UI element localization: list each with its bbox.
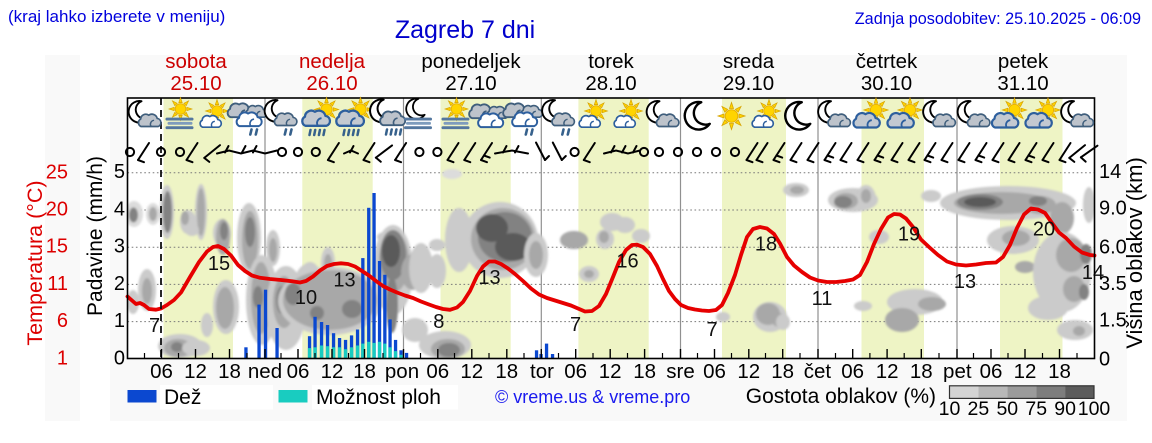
svg-text:14: 14 [1099, 161, 1121, 183]
svg-text:20: 20 [46, 199, 68, 221]
svg-text:sre: sre [666, 360, 694, 383]
svg-text:pet: pet [943, 360, 972, 383]
svg-text:18: 18 [495, 360, 518, 383]
svg-text:12: 12 [737, 360, 760, 383]
svg-text:Gostota oblakov (%): Gostota oblakov (%) [746, 385, 936, 408]
svg-text:18: 18 [1048, 360, 1071, 383]
svg-text:25: 25 [968, 398, 990, 420]
svg-text:9.0: 9.0 [1099, 197, 1127, 219]
svg-text:3: 3 [114, 236, 125, 258]
svg-text:četrtek: četrtek [856, 50, 918, 73]
svg-text:18: 18 [353, 360, 376, 383]
svg-text:06: 06 [150, 360, 173, 383]
svg-text:30.10: 30.10 [861, 72, 912, 95]
svg-text:75: 75 [1025, 398, 1047, 420]
svg-text:2: 2 [114, 273, 125, 295]
svg-text:18: 18 [910, 360, 933, 383]
svg-text:Temperatura (°C): Temperatura (°C) [23, 180, 47, 345]
svg-text:10: 10 [939, 398, 961, 420]
svg-text:12: 12 [321, 360, 344, 383]
svg-text:100: 100 [1078, 398, 1111, 420]
svg-text:1: 1 [114, 310, 125, 332]
svg-text:20: 20 [1033, 219, 1055, 241]
svg-text:10: 10 [295, 287, 317, 309]
svg-text:Možnost ploh: Možnost ploh [316, 386, 441, 409]
svg-text:0: 0 [1099, 348, 1110, 370]
svg-text:12: 12 [184, 360, 207, 383]
svg-text:13: 13 [333, 270, 355, 292]
svg-text:5: 5 [114, 161, 125, 183]
svg-text:06: 06 [564, 360, 587, 383]
svg-text:15: 15 [46, 236, 68, 258]
svg-text:14: 14 [1082, 262, 1104, 284]
svg-text:16: 16 [616, 251, 638, 273]
svg-text:7: 7 [149, 315, 160, 337]
svg-text:27.10: 27.10 [445, 72, 496, 95]
svg-text:12: 12 [876, 360, 899, 383]
svg-text:06: 06 [980, 360, 1003, 383]
svg-text:28.10: 28.10 [585, 72, 636, 95]
svg-text:pon: pon [385, 360, 419, 383]
svg-text:15: 15 [208, 253, 230, 275]
svg-text:3.5: 3.5 [1099, 273, 1127, 295]
svg-text:11: 11 [812, 288, 833, 310]
svg-text:12: 12 [1014, 360, 1037, 383]
svg-text:06: 06 [426, 360, 449, 383]
svg-text:31.10: 31.10 [997, 72, 1048, 95]
svg-text:Padavine (mm/h): Padavine (mm/h) [84, 156, 107, 316]
svg-text:13: 13 [954, 271, 976, 293]
svg-text:18: 18 [755, 234, 777, 256]
svg-text:13: 13 [478, 267, 500, 289]
svg-text:18: 18 [218, 360, 241, 383]
svg-text:sreda: sreda [723, 50, 775, 73]
svg-text:Zagreb 7 dni: Zagreb 7 dni [395, 16, 535, 44]
svg-text:18: 18 [771, 360, 794, 383]
svg-text:90: 90 [1054, 398, 1076, 420]
svg-text:06: 06 [841, 360, 864, 383]
svg-text:Višina oblakov (km): Višina oblakov (km) [1122, 157, 1147, 349]
svg-text:7: 7 [706, 319, 717, 341]
svg-text:tor: tor [530, 360, 554, 383]
svg-text:25.10: 25.10 [170, 72, 221, 95]
svg-text:1.5: 1.5 [1099, 309, 1127, 331]
svg-text:6: 6 [57, 310, 68, 332]
svg-text:Dež: Dež [164, 386, 201, 409]
svg-text:29.10: 29.10 [723, 72, 774, 95]
svg-text:ned: ned [248, 360, 282, 383]
svg-text:19: 19 [898, 224, 920, 246]
svg-text:Zadnja posodobitev: 25.10.2025: Zadnja posodobitev: 25.10.2025 - 06:09 [855, 10, 1141, 28]
svg-text:torek: torek [588, 50, 634, 73]
svg-text:8: 8 [433, 311, 444, 333]
svg-text:18: 18 [633, 360, 656, 383]
svg-text:11: 11 [47, 273, 68, 295]
svg-text:26.10: 26.10 [306, 72, 357, 95]
svg-text:sobota: sobota [165, 50, 227, 73]
svg-text:1: 1 [57, 348, 68, 370]
svg-text:ponedeljek: ponedeljek [421, 50, 521, 73]
svg-text:06: 06 [703, 360, 726, 383]
svg-text:petek: petek [998, 50, 1049, 73]
svg-text:50: 50 [996, 398, 1018, 420]
svg-text:12: 12 [599, 360, 622, 383]
svg-text:nedelja: nedelja [299, 50, 366, 73]
svg-text:06: 06 [287, 360, 310, 383]
svg-text:0: 0 [114, 348, 125, 370]
svg-text:6.0: 6.0 [1099, 236, 1127, 258]
svg-text:(kraj lahko izberete v meniju): (kraj lahko izberete v meniju) [8, 7, 225, 26]
svg-text:7: 7 [570, 314, 581, 336]
svg-text:© vreme.us & vreme.pro: © vreme.us & vreme.pro [495, 387, 690, 407]
svg-text:čet: čet [804, 360, 832, 383]
svg-text:4: 4 [114, 198, 125, 220]
svg-text:12: 12 [460, 360, 483, 383]
svg-text:25: 25 [46, 162, 68, 184]
